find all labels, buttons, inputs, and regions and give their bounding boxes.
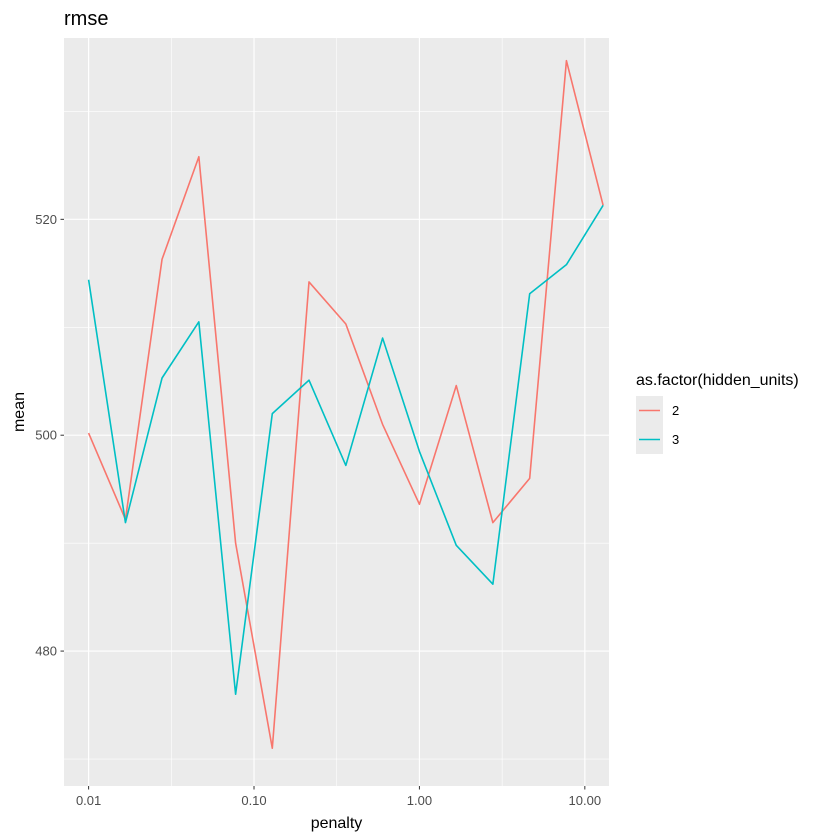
legend: as.factor(hidden_units) 2 3 <box>636 372 799 454</box>
series-line-2 <box>87 59 604 750</box>
x-tick-label: 10.00 <box>569 793 602 808</box>
x-tick-label: 1.00 <box>407 793 432 808</box>
y-axis-title: mean <box>11 392 28 432</box>
x-axis-title: penalty <box>311 815 363 832</box>
x-tick-label: 0.01 <box>76 793 101 808</box>
legend-label: 2 <box>672 403 679 418</box>
x-axis: 0.01 0.10 1.00 10.00 <box>76 786 601 808</box>
y-axis: 480 500 520 <box>35 212 64 659</box>
minor-gridlines <box>64 38 609 786</box>
x-tick-label: 0.10 <box>241 793 266 808</box>
series-line-3 <box>87 204 604 696</box>
legend-item-2: 2 <box>636 396 679 425</box>
series-lines <box>87 59 604 750</box>
legend-label: 3 <box>672 432 679 447</box>
y-tick-label: 480 <box>35 644 57 659</box>
legend-title: as.factor(hidden_units) <box>636 372 799 389</box>
chart-title: rmse <box>64 8 108 30</box>
y-tick-label: 520 <box>35 212 57 227</box>
legend-item-3: 3 <box>636 425 679 454</box>
major-gridlines <box>64 38 609 786</box>
y-tick-label: 500 <box>35 428 57 443</box>
